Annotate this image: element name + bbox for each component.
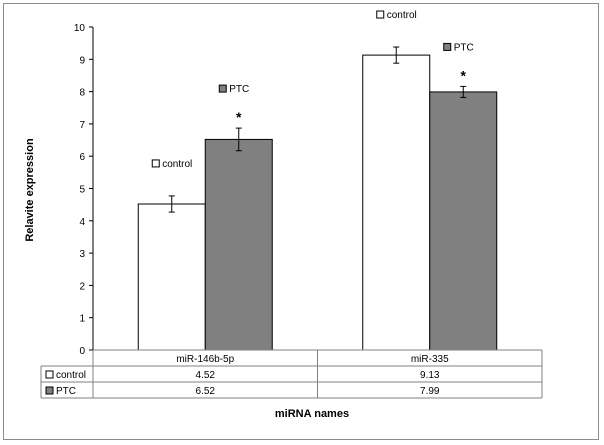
y-tick-label: 5 (79, 185, 85, 196)
significance-marker: * (461, 67, 467, 83)
legend-swatch-control (151, 159, 160, 168)
bars: control * PTC control * PTC (137, 10, 498, 351)
legend-label-control: control (387, 10, 417, 21)
legend-label-PTC: PTC (454, 42, 474, 53)
y-tick-label: 1 (79, 314, 85, 325)
y-tick-label: 9 (79, 55, 85, 66)
legend-swatch-PTC (443, 42, 452, 51)
y-tick-label: 8 (79, 88, 85, 99)
legend-swatch-PTC (218, 84, 227, 93)
bar-chart: 0 1 2 3 4 5 6 7 8 9 10 control * PTC control * PTC miR-… (24, 10, 543, 420)
chart-frame: 0 1 2 3 4 5 6 7 8 9 10 control * PTC control * PTC miR-… (3, 3, 599, 440)
x-axis-label: miRNA names (275, 408, 349, 420)
y-tick-label: 0 (79, 346, 85, 357)
legend-label-control: control (162, 159, 192, 170)
y-tick-label: 2 (79, 281, 85, 292)
bar-PTC (429, 91, 498, 351)
table-series-label: control (56, 370, 86, 381)
y-tick-label: 6 (79, 152, 85, 163)
table-category-label: miR-146b-5p (176, 354, 234, 365)
table-category-label: miR-335 (411, 354, 449, 365)
y-tick-label: 10 (74, 23, 86, 34)
table-legend-swatch (45, 370, 54, 379)
table-legend-swatch (45, 386, 54, 395)
significance-marker: * (236, 109, 242, 125)
bar-control (362, 54, 431, 351)
table-series-label: PTC (56, 386, 76, 397)
y-tick-label: 7 (79, 120, 85, 131)
bar-control (137, 203, 206, 351)
legend-swatch-control (376, 10, 385, 19)
table-value: 7.99 (420, 386, 440, 397)
y-tick-label: 3 (79, 249, 85, 260)
table-value: 9.13 (420, 370, 440, 381)
data-table: miR-146b-5p miR-335 control 4.52 9.13 PTC 6.52… (40, 349, 543, 399)
legend-label-PTC: PTC (229, 84, 249, 95)
table-value: 4.52 (196, 370, 216, 381)
y-tick-label: 4 (79, 217, 85, 228)
table-value: 6.52 (196, 386, 216, 397)
bar-PTC (204, 138, 273, 351)
y-axis-label: Relavite expression (24, 138, 36, 242)
